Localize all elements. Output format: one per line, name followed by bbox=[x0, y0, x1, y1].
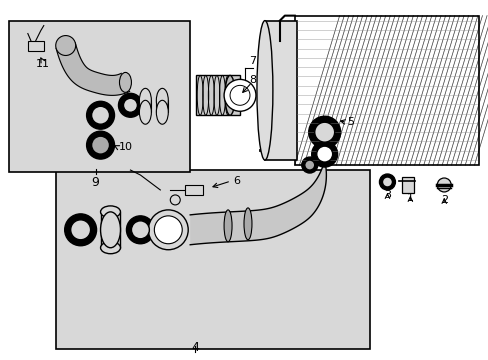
Ellipse shape bbox=[224, 210, 232, 242]
Ellipse shape bbox=[119, 72, 131, 92]
Polygon shape bbox=[190, 135, 325, 245]
Ellipse shape bbox=[56, 36, 76, 55]
Ellipse shape bbox=[224, 75, 235, 115]
Bar bbox=[9, 21, 190, 172]
Circle shape bbox=[86, 101, 114, 129]
Text: 3: 3 bbox=[383, 190, 390, 200]
Circle shape bbox=[379, 174, 395, 190]
Ellipse shape bbox=[156, 100, 168, 124]
Bar bbox=[196, 75, 240, 115]
Ellipse shape bbox=[224, 80, 255, 111]
Ellipse shape bbox=[148, 210, 188, 250]
Bar bbox=[402, 177, 413, 193]
Text: 6: 6 bbox=[233, 176, 240, 186]
Text: 9: 9 bbox=[91, 176, 100, 189]
Circle shape bbox=[123, 98, 137, 112]
Circle shape bbox=[118, 93, 142, 117]
Ellipse shape bbox=[244, 208, 251, 240]
Bar bbox=[264, 21, 296, 160]
Circle shape bbox=[308, 116, 340, 148]
Ellipse shape bbox=[139, 100, 151, 124]
Circle shape bbox=[316, 146, 332, 162]
Circle shape bbox=[91, 136, 109, 154]
Ellipse shape bbox=[101, 242, 120, 254]
Circle shape bbox=[64, 214, 96, 246]
Circle shape bbox=[311, 141, 337, 167]
Ellipse shape bbox=[101, 206, 120, 218]
Bar bbox=[294, 15, 478, 165]
Text: 10: 10 bbox=[118, 142, 132, 152]
Bar bbox=[156, 100, 168, 112]
Ellipse shape bbox=[156, 88, 168, 112]
Circle shape bbox=[86, 131, 114, 159]
Text: 11: 11 bbox=[36, 59, 50, 69]
Ellipse shape bbox=[256, 21, 272, 160]
Circle shape bbox=[382, 177, 392, 187]
Circle shape bbox=[71, 220, 90, 240]
Circle shape bbox=[301, 157, 317, 173]
Bar bbox=[28, 41, 44, 50]
Text: 8: 8 bbox=[249, 75, 256, 85]
Bar bbox=[56, 170, 369, 349]
Ellipse shape bbox=[154, 216, 182, 244]
Text: 7: 7 bbox=[249, 57, 256, 67]
Ellipse shape bbox=[229, 85, 249, 105]
Ellipse shape bbox=[170, 195, 180, 205]
Text: 4: 4 bbox=[191, 341, 199, 354]
Circle shape bbox=[314, 122, 334, 142]
Circle shape bbox=[126, 216, 154, 244]
Circle shape bbox=[91, 106, 109, 124]
Text: 2: 2 bbox=[440, 195, 447, 205]
Ellipse shape bbox=[436, 178, 450, 192]
Bar bbox=[139, 100, 151, 112]
Bar bbox=[101, 212, 120, 248]
Text: 1: 1 bbox=[406, 193, 413, 203]
Bar bbox=[185, 185, 203, 195]
Polygon shape bbox=[56, 43, 129, 95]
Ellipse shape bbox=[139, 88, 151, 112]
Ellipse shape bbox=[101, 212, 120, 248]
Circle shape bbox=[304, 160, 314, 170]
Text: 5: 5 bbox=[347, 117, 354, 127]
Circle shape bbox=[131, 221, 149, 239]
